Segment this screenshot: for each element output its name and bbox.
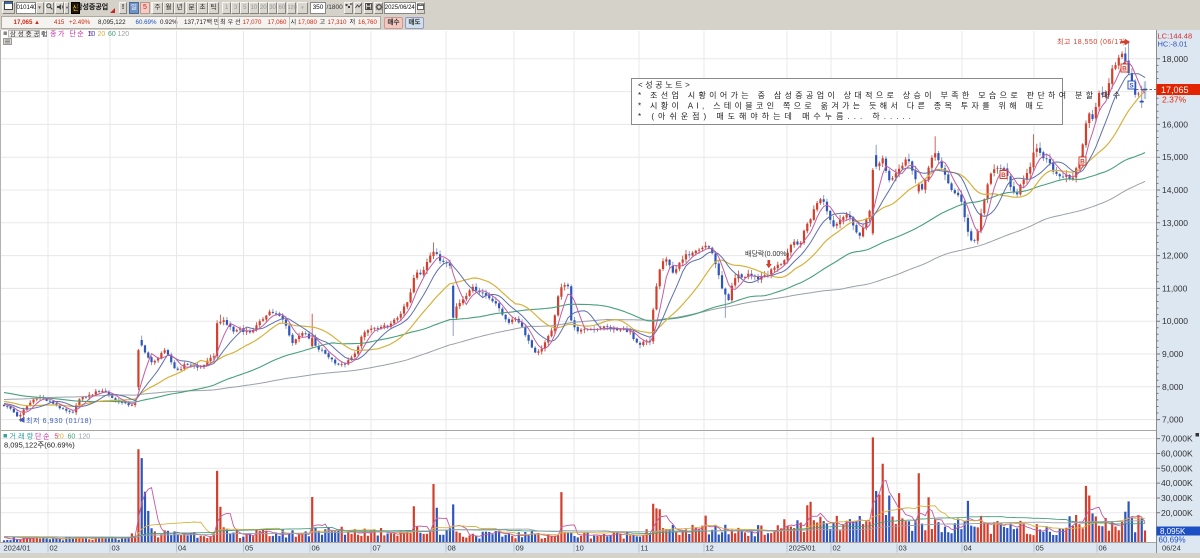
svg-text:05: 05 — [245, 544, 253, 553]
svg-text:03: 03 — [112, 544, 120, 553]
svg-text:07: 07 — [373, 544, 381, 553]
svg-text:05: 05 — [1036, 544, 1044, 553]
svg-text:10,000: 10,000 — [1162, 316, 1188, 326]
svg-text:S: S — [1129, 83, 1134, 90]
svg-text:60,000K: 60,000K — [1161, 449, 1193, 459]
svg-text:09: 09 — [516, 544, 524, 553]
svg-text:08: 08 — [448, 544, 456, 553]
svg-text:7,000: 7,000 — [1162, 415, 1184, 425]
svg-text:20: 20 — [98, 31, 106, 38]
svg-text:16,000: 16,000 — [1162, 119, 1188, 129]
svg-text:8,095,122주(60.69%): 8,095,122주(60.69%) — [4, 441, 75, 450]
svg-text:13,000: 13,000 — [1162, 218, 1188, 228]
svg-text:04: 04 — [178, 544, 186, 553]
svg-text:20: 20 — [56, 434, 64, 441]
svg-text:8,000: 8,000 — [1162, 382, 1184, 392]
svg-text:HC:-8.01: HC:-8.01 — [1158, 40, 1188, 49]
svg-text:06/24: 06/24 — [1162, 544, 1181, 553]
svg-text:11,000: 11,000 — [1162, 283, 1188, 293]
svg-text:15,000: 15,000 — [1162, 152, 1188, 162]
svg-text:B: B — [1122, 66, 1127, 73]
svg-text:10: 10 — [88, 31, 96, 38]
svg-text:14,000: 14,000 — [1162, 185, 1188, 195]
svg-text:12,000: 12,000 — [1162, 251, 1188, 261]
svg-text:17,065: 17,065 — [1161, 85, 1189, 95]
svg-text:02: 02 — [50, 544, 58, 553]
svg-text:20,000K: 20,000K — [1161, 508, 1193, 518]
svg-text:2.37%: 2.37% — [1162, 95, 1187, 105]
svg-text:10: 10 — [576, 544, 584, 553]
svg-text:* 조선업 시황이어가는 중 삼성중공업이 상대적으로 상승: * 조선업 시황이어가는 중 삼성중공업이 상대적으로 상승이 부족한 모습으로… — [638, 90, 1123, 100]
svg-text:B: B — [1001, 172, 1006, 179]
svg-text:* 시황이 AI, 스테이블코인 쪽으로 옮겨가는 듯해서: * 시황이 AI, 스테이블코인 쪽으로 옮겨가는 듯해서 다른 종목 투자를 … — [638, 101, 1047, 111]
svg-text:06: 06 — [1099, 544, 1107, 553]
svg-text:40,000K: 40,000K — [1161, 478, 1193, 488]
svg-text:배당락(0.00%): 배당락(0.00%) — [745, 249, 789, 258]
svg-text:03: 03 — [899, 544, 907, 553]
svg-text:30,000K: 30,000K — [1161, 493, 1193, 503]
svg-text:06: 06 — [312, 544, 320, 553]
svg-text:60: 60 — [68, 434, 76, 441]
svg-text:04: 04 — [964, 544, 972, 553]
svg-text:02: 02 — [833, 544, 841, 553]
svg-text:120: 120 — [79, 434, 91, 441]
svg-text:<성공노트>: <성공노트> — [638, 81, 692, 90]
svg-text:* (아쉬운점) 매도해야하는데 매수누름... 하....: * (아쉬운점) 매도해야하는데 매수누름... 하..... — [638, 111, 915, 121]
svg-text:60: 60 — [108, 31, 116, 38]
svg-text:B: B — [1080, 159, 1085, 166]
svg-text:50,000K: 50,000K — [1161, 463, 1193, 473]
svg-text:70,000K: 70,000K — [1161, 434, 1193, 444]
svg-text:최저 6,930 (01/18): 최저 6,930 (01/18) — [26, 416, 92, 425]
svg-text:2025/01: 2025/01 — [789, 544, 816, 553]
svg-text:12: 12 — [706, 544, 714, 553]
svg-text:120: 120 — [118, 31, 130, 38]
svg-text:거래량: 거래량 — [10, 432, 36, 441]
svg-text:18,000: 18,000 — [1162, 54, 1188, 64]
svg-text:2024/01: 2024/01 — [4, 544, 31, 553]
svg-text:최고 18,550 (06/17): 최고 18,550 (06/17) — [1057, 37, 1126, 46]
svg-text:9,000: 9,000 — [1162, 349, 1184, 359]
svg-text:11: 11 — [641, 544, 649, 553]
